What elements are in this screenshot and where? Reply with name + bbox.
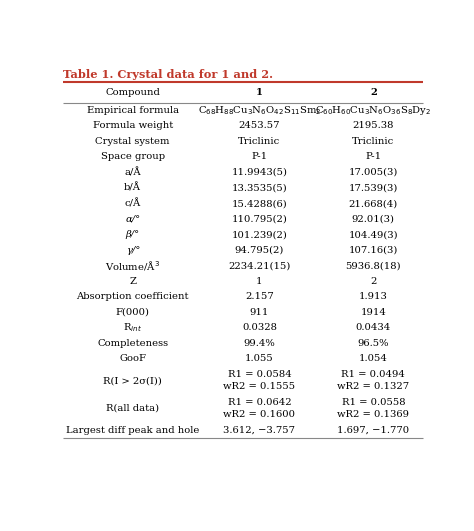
Text: Z: Z [129, 277, 136, 286]
Text: 2: 2 [370, 277, 376, 286]
Text: 911: 911 [250, 308, 269, 317]
Text: 1: 1 [256, 277, 263, 286]
Text: 94.795(2): 94.795(2) [235, 246, 284, 255]
Text: 1: 1 [256, 88, 263, 97]
Text: 3.612, −3.757: 3.612, −3.757 [223, 425, 295, 434]
Text: 104.49(3): 104.49(3) [348, 230, 398, 239]
Text: R1 = 0.0642
wR2 = 0.1600: R1 = 0.0642 wR2 = 0.1600 [223, 398, 295, 419]
Text: b/Å: b/Å [124, 183, 141, 193]
Text: Absorption coefficient: Absorption coefficient [76, 292, 189, 301]
Text: Space group: Space group [100, 152, 165, 161]
Text: R1 = 0.0494
wR2 = 0.1327: R1 = 0.0494 wR2 = 0.1327 [337, 370, 410, 391]
Text: Completeness: Completeness [97, 339, 168, 348]
Text: GooF: GooF [119, 354, 146, 363]
Text: 2.157: 2.157 [245, 292, 274, 301]
Text: 0.0434: 0.0434 [356, 323, 391, 332]
Text: Largest diff peak and hole: Largest diff peak and hole [66, 425, 200, 434]
Text: Triclinic: Triclinic [238, 137, 281, 146]
Text: 96.5%: 96.5% [357, 339, 389, 348]
Text: Formula weight: Formula weight [92, 122, 173, 131]
Text: 13.3535(5): 13.3535(5) [232, 184, 287, 193]
Text: F(000): F(000) [116, 308, 150, 317]
Text: 2: 2 [370, 88, 377, 97]
Text: Compound: Compound [105, 88, 160, 97]
Text: R(all data): R(all data) [106, 404, 159, 413]
Text: 1.054: 1.054 [359, 354, 388, 363]
Text: 110.795(2): 110.795(2) [231, 215, 287, 224]
Text: Table 1. Crystal data for 1 and 2.: Table 1. Crystal data for 1 and 2. [63, 68, 273, 80]
Text: 99.4%: 99.4% [244, 339, 275, 348]
Text: α/°: α/° [125, 215, 140, 224]
Text: c/Å: c/Å [125, 199, 141, 208]
Text: Volume/Å$^3$: Volume/Å$^3$ [105, 259, 160, 272]
Text: R1 = 0.0584
wR2 = 0.1555: R1 = 0.0584 wR2 = 0.1555 [223, 370, 295, 391]
Text: 2195.38: 2195.38 [353, 122, 394, 131]
Text: R$_{int}$: R$_{int}$ [123, 321, 142, 334]
Text: 15.4288(6): 15.4288(6) [232, 199, 287, 208]
Text: 21.668(4): 21.668(4) [349, 199, 398, 208]
Text: 17.005(3): 17.005(3) [349, 168, 398, 177]
Text: 101.239(2): 101.239(2) [231, 230, 287, 239]
Text: 2234.21(15): 2234.21(15) [228, 261, 291, 270]
Text: R(I > 2σ(I)): R(I > 2σ(I)) [103, 376, 162, 385]
Text: a/Å: a/Å [124, 168, 141, 177]
Text: 11.9943(5): 11.9943(5) [231, 168, 287, 177]
Text: 1.697, −1.770: 1.697, −1.770 [337, 425, 410, 434]
Text: C$_{68}$H$_{88}$Cu$_3$N$_6$O$_{42}$S$_{11}$Sm$_2$: C$_{68}$H$_{88}$Cu$_3$N$_6$O$_{42}$S$_{1… [198, 104, 321, 117]
Text: 1914: 1914 [360, 308, 386, 317]
Text: 0.0328: 0.0328 [242, 323, 277, 332]
Text: 5936.8(18): 5936.8(18) [346, 261, 401, 270]
Text: 92.01(3): 92.01(3) [352, 215, 395, 224]
Text: P-1: P-1 [365, 152, 382, 161]
Text: Crystal system: Crystal system [95, 137, 170, 146]
Text: 2453.57: 2453.57 [239, 122, 280, 131]
Text: β/°: β/° [126, 230, 140, 239]
Text: 1.913: 1.913 [359, 292, 388, 301]
Text: Triclinic: Triclinic [352, 137, 394, 146]
Text: R1 = 0.0558
wR2 = 0.1369: R1 = 0.0558 wR2 = 0.1369 [337, 398, 410, 419]
Text: 1.055: 1.055 [245, 354, 274, 363]
Text: γ/°: γ/° [126, 246, 140, 255]
Text: C$_{60}$H$_{60}$Cu$_3$N$_6$O$_{36}$S$_8$Dy$_2$: C$_{60}$H$_{60}$Cu$_3$N$_6$O$_{36}$S$_8$… [315, 104, 431, 117]
Text: Empirical formula: Empirical formula [87, 106, 179, 115]
Text: P-1: P-1 [251, 152, 267, 161]
Text: 17.539(3): 17.539(3) [349, 184, 398, 193]
Text: 107.16(3): 107.16(3) [349, 246, 398, 255]
